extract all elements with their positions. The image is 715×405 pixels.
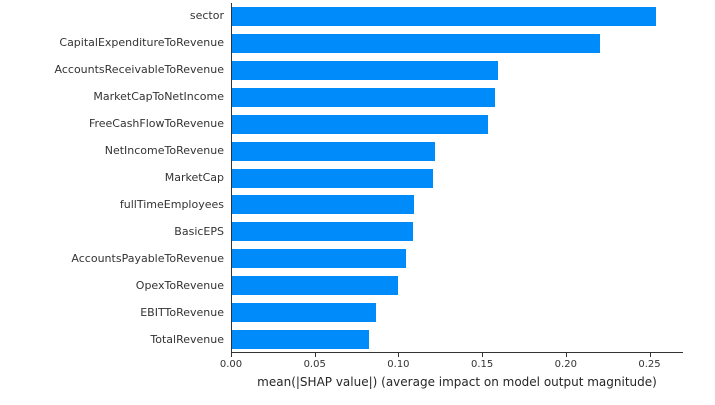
- category-label: MarketCap: [164, 171, 224, 184]
- bar-MarketCap: [232, 168, 433, 188]
- category-label: OpexToRevenue: [135, 278, 224, 292]
- x-tick-mark: [231, 353, 232, 357]
- bar-AccountsPayableToRevenue: [232, 249, 407, 269]
- category-label: BasicEPS: [174, 224, 224, 238]
- bar-CapitalExpenditureToRevenue: [232, 33, 601, 53]
- x-tick-mark: [398, 353, 400, 357]
- category-label: NetIncomeToRevenue: [104, 144, 224, 158]
- category-label: fullTimeEmployees: [119, 197, 224, 211]
- bar-BasicEPS: [232, 222, 413, 242]
- bar-fullTimeEmployees: [232, 195, 415, 215]
- x-tick-mark: [649, 353, 651, 357]
- bar-MarketCapToNetIncome: [232, 87, 495, 107]
- category-label: AccountsPayableToRevenue: [71, 251, 224, 265]
- bar-sector: [232, 6, 656, 26]
- x-tick-mark: [482, 353, 484, 357]
- x-tick-label: 0.20: [554, 359, 577, 370]
- category-label: CapitalExpenditureToRevenue: [59, 36, 224, 50]
- x-tick-mark: [565, 353, 567, 357]
- x-tick-label: 0.05: [303, 359, 326, 370]
- category-label: FreeCashFlowToRevenue: [88, 117, 224, 131]
- x-axis-spine: [231, 352, 683, 353]
- x-tick-label: 0.25: [638, 359, 661, 370]
- bar-FreeCashFlowToRevenue: [232, 114, 489, 134]
- category-label: sector: [189, 9, 224, 23]
- plot-area: [231, 3, 683, 353]
- y-axis-spine: [231, 3, 232, 353]
- category-label: TotalRevenue: [150, 332, 224, 346]
- bar-OpexToRevenue: [232, 276, 398, 296]
- category-label: EBITToRevenue: [140, 305, 224, 319]
- bar-TotalRevenue: [232, 330, 370, 350]
- category-label: AccountsReceivableToRevenue: [54, 63, 224, 77]
- x-axis-title: mean(|SHAP value|) (average impact on mo…: [257, 375, 657, 389]
- x-tick-label: 0.10: [387, 359, 410, 370]
- y-axis-category-labels: sector CapitalExpenditureToRevenue Account…: [0, 3, 224, 353]
- bar-EBITToRevenue: [232, 303, 376, 323]
- bar-AccountsReceivableToRevenue: [232, 60, 499, 80]
- category-label: MarketCapToNetIncome: [93, 90, 224, 104]
- x-tick-label: 0.15: [470, 359, 494, 370]
- bar-NetIncomeToRevenue: [232, 141, 435, 161]
- x-tick-mark: [314, 353, 316, 357]
- x-tick-label: 0.00: [219, 359, 243, 370]
